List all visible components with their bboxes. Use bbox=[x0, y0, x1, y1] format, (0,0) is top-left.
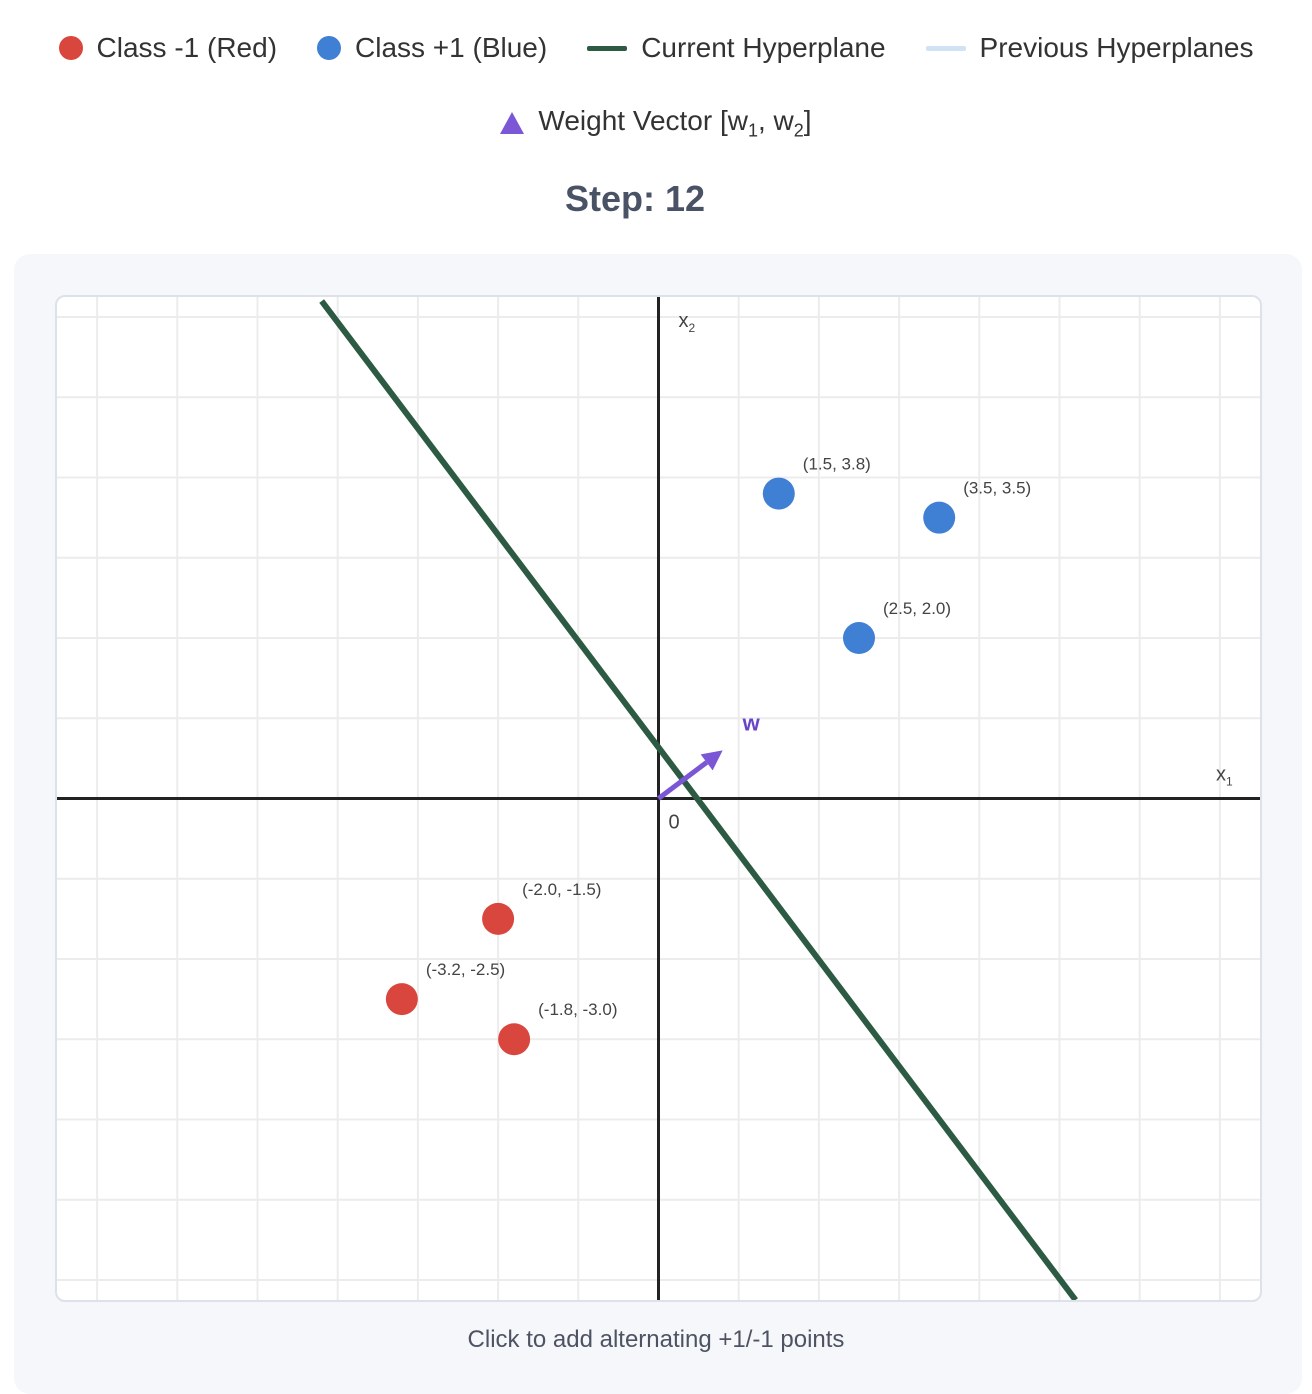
data-point-label: (2.5, 2.0) bbox=[883, 599, 951, 618]
x-axis-label-sub: 1 bbox=[1226, 775, 1233, 789]
weight-sub-1: 1 bbox=[747, 120, 758, 141]
data-point-label: (-3.2, -2.5) bbox=[426, 960, 505, 979]
weight-label-mid: , w bbox=[758, 104, 794, 136]
plot-area[interactable]: x1 x2 0 w (1.5, 3.8) (3.5, 3.5) (2.5, 2.0)… bbox=[55, 295, 1262, 1302]
origin-label: 0 bbox=[669, 812, 680, 834]
legend: Class -1 (Red) Class +1 (Blue) Current H… bbox=[0, 26, 1312, 70]
x-axis-label-main: x bbox=[1216, 764, 1226, 786]
scatter-chart[interactable]: x1 x2 0 w (1.5, 3.8)(3.5, 3.5)(2.5, 2.0)… bbox=[57, 297, 1260, 1300]
step-counter: Step: 12 bbox=[564, 178, 706, 219]
legend-item-current-hyperplane: Current Hyperplane bbox=[587, 32, 886, 64]
red-dot-icon bbox=[58, 36, 83, 60]
red-data-point[interactable] bbox=[498, 1023, 531, 1056]
legend-item-weight-vector: Weight Vector [w1, w2] bbox=[500, 105, 812, 142]
dark-green-line-icon bbox=[587, 45, 628, 51]
current-hyperplane-line bbox=[319, 299, 1078, 1300]
blue-data-point[interactable] bbox=[843, 622, 875, 655]
legend-item-previous-hyperplanes: Previous Hyperplanes bbox=[925, 32, 1254, 64]
y-axis-label-main: x bbox=[679, 310, 689, 332]
weight-vector: w bbox=[656, 710, 761, 801]
weight-vector-arrowhead bbox=[700, 750, 723, 771]
legend-label-class-pos: Class +1 (Blue) bbox=[355, 32, 548, 63]
data-point-label: (1.5, 3.8) bbox=[803, 455, 871, 474]
red-data-point[interactable] bbox=[385, 983, 418, 1016]
weight-vector-label: w bbox=[742, 710, 761, 735]
data-point-label: (3.5, 3.5) bbox=[963, 479, 1031, 498]
y-axis-label-sub: 2 bbox=[689, 321, 696, 335]
legend-label-current-hyperplane: Current Hyperplane bbox=[641, 32, 886, 63]
legend-item-class-neg: Class -1 (Red) bbox=[58, 32, 278, 64]
legend-label-class-neg: Class -1 (Red) bbox=[96, 32, 278, 63]
purple-triangle-icon bbox=[500, 112, 525, 134]
weight-vector-shaft bbox=[656, 760, 709, 801]
data-points: (1.5, 3.8) (3.5, 3.5) (2.5, 2.0) (-2.0, -1.… bbox=[385, 455, 1031, 1056]
legend-row-weight: Weight Vector [w1, w2] bbox=[0, 101, 1312, 145]
red-data-point[interactable] bbox=[482, 902, 515, 935]
blue-dot-icon bbox=[317, 36, 342, 60]
instructions-text: Click to add alternating +1/-1 points bbox=[467, 1326, 845, 1353]
y-axis-label: x2 bbox=[679, 310, 696, 335]
weight-sub-2: 2 bbox=[793, 120, 804, 141]
weight-label-suffix: ] bbox=[803, 104, 812, 136]
legend-label-weight-vector: Weight Vector [w1, w2] bbox=[538, 105, 811, 142]
data-point-label: (-2.0, -1.5) bbox=[522, 880, 601, 899]
blue-data-point[interactable] bbox=[762, 477, 795, 510]
blue-data-point[interactable] bbox=[923, 501, 956, 534]
data-point-label: (-1.8, -3.0) bbox=[538, 1000, 617, 1019]
legend-item-class-pos: Class +1 (Blue) bbox=[317, 32, 547, 64]
weight-label-prefix: Weight Vector [w bbox=[538, 104, 748, 136]
legend-label-previous-hyperplanes: Previous Hyperplanes bbox=[979, 32, 1254, 63]
x-axis-label: x1 bbox=[1216, 764, 1233, 789]
light-blue-line-icon bbox=[925, 45, 966, 51]
